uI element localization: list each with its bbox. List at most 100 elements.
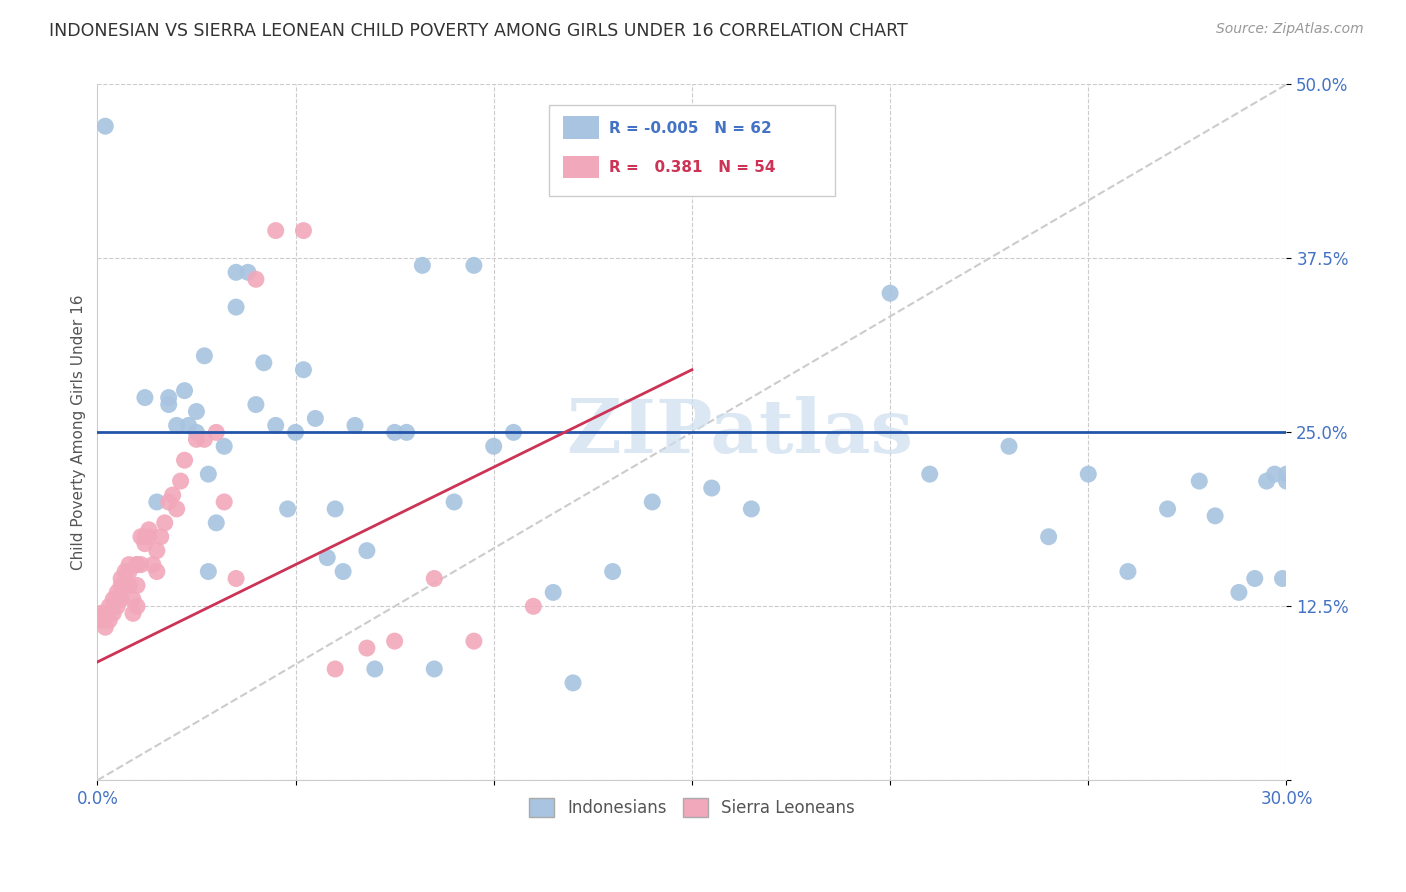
Point (122, 592, 145, 607)
Point (166, 418, 188, 433)
Point (1188, 474, 1211, 488)
Point (177, 418, 200, 433)
Point (1264, 467, 1286, 482)
Point (157, 495, 180, 509)
Point (162, 488, 184, 502)
Point (146, 495, 169, 509)
Point (186, 404, 208, 418)
Point (129, 530, 152, 544)
Y-axis label: Child Poverty Among Girls Under 16: Child Poverty Among Girls Under 16 (72, 294, 86, 570)
Point (173, 453, 195, 467)
Bar (564, 156, 599, 178)
Text: ZIPatlas: ZIPatlas (567, 396, 912, 469)
Point (157, 391, 180, 405)
Bar (550, 105, 835, 195)
Point (197, 565, 219, 579)
Point (562, 676, 585, 690)
Legend: Indonesians, Sierra Leoneans: Indonesians, Sierra Leoneans (522, 791, 862, 824)
Point (1275, 474, 1298, 488)
Point (134, 391, 156, 405)
Point (1256, 474, 1278, 488)
Point (918, 467, 941, 482)
Point (443, 495, 465, 509)
Point (323, 662, 346, 676)
Point (225, 572, 247, 586)
Point (103, 592, 125, 607)
Point (205, 516, 228, 530)
Point (94, 620, 117, 634)
Point (482, 439, 505, 453)
Point (332, 565, 354, 579)
Point (129, 558, 152, 572)
Text: INDONESIAN VS SIERRA LEONEAN CHILD POVERTY AMONG GIRLS UNDER 16 CORRELATION CHAR: INDONESIAN VS SIERRA LEONEAN CHILD POVER… (49, 22, 908, 40)
Point (125, 578, 148, 592)
Point (134, 530, 156, 544)
Point (423, 572, 446, 586)
Point (225, 265, 247, 279)
Point (146, 543, 169, 558)
Point (411, 258, 433, 272)
Point (1271, 572, 1294, 586)
Point (118, 558, 141, 572)
Point (90, 613, 112, 627)
Point (122, 607, 145, 621)
Point (641, 495, 664, 509)
Point (463, 634, 485, 648)
Point (395, 425, 418, 440)
Point (105, 592, 128, 607)
Point (304, 411, 326, 425)
Point (236, 265, 259, 279)
Point (110, 572, 132, 586)
Point (125, 558, 148, 572)
Point (879, 286, 901, 301)
Point (94, 119, 117, 133)
Point (1204, 508, 1226, 523)
Text: R = -0.005   N = 62: R = -0.005 N = 62 (609, 120, 772, 136)
Point (277, 502, 299, 516)
Point (423, 662, 446, 676)
Point (1275, 467, 1298, 482)
Text: R =   0.381   N = 54: R = 0.381 N = 54 (609, 161, 775, 176)
Point (323, 502, 346, 516)
Point (264, 418, 287, 433)
Point (1227, 585, 1250, 599)
Point (700, 481, 723, 495)
Point (118, 565, 141, 579)
Point (998, 439, 1021, 453)
Point (173, 384, 195, 398)
Point (125, 558, 148, 572)
Point (463, 258, 485, 272)
Point (186, 433, 208, 447)
Bar (564, 117, 599, 139)
Point (118, 578, 141, 592)
Point (292, 363, 315, 377)
Point (343, 418, 366, 433)
Text: Source: ZipAtlas.com: Source: ZipAtlas.com (1216, 22, 1364, 37)
Point (245, 272, 267, 286)
Point (541, 585, 564, 599)
Point (169, 474, 191, 488)
Point (1243, 572, 1265, 586)
Point (149, 530, 172, 544)
Point (292, 223, 315, 237)
Point (316, 550, 339, 565)
Point (110, 578, 132, 592)
Point (142, 558, 165, 572)
Point (245, 398, 267, 412)
Point (105, 599, 128, 614)
Point (157, 398, 180, 412)
Point (98, 613, 121, 627)
Point (356, 641, 378, 656)
Point (356, 543, 378, 558)
Point (364, 662, 387, 676)
Point (502, 425, 524, 440)
Point (94, 607, 117, 621)
Point (740, 502, 762, 516)
Point (602, 565, 624, 579)
Point (193, 433, 215, 447)
Point (193, 349, 215, 363)
Point (197, 467, 219, 482)
Point (114, 578, 136, 592)
Point (138, 523, 160, 537)
Point (1077, 467, 1099, 482)
